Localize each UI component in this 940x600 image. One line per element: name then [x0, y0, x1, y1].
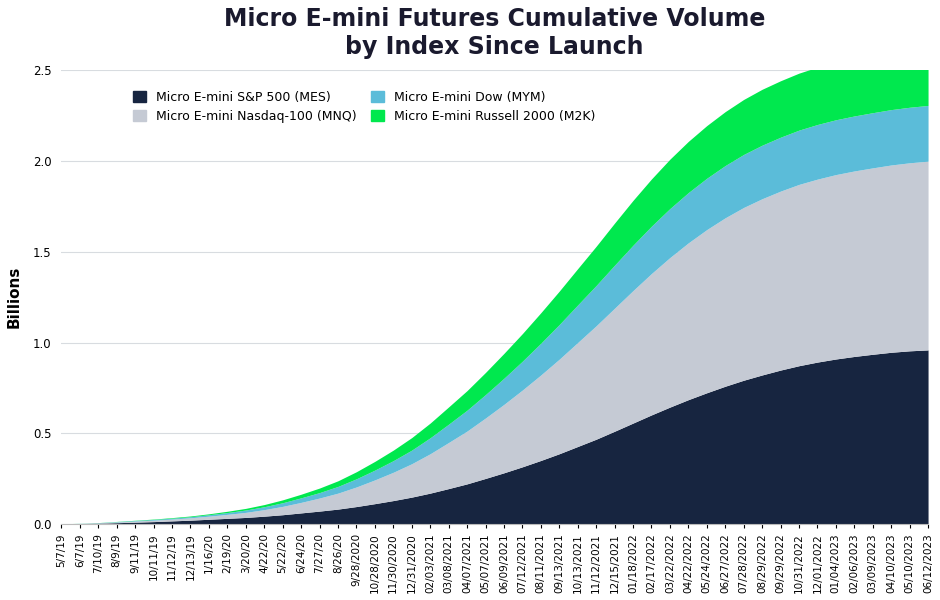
Y-axis label: Billions: Billions	[7, 266, 22, 328]
Title: Micro E-mini Futures Cumulative Volume
by Index Since Launch: Micro E-mini Futures Cumulative Volume b…	[224, 7, 765, 59]
Legend: Micro E-mini S&P 500 (MES), Micro E-mini Nasdaq-100 (MNQ), Micro E-mini Dow (MYM: Micro E-mini S&P 500 (MES), Micro E-mini…	[129, 86, 601, 128]
